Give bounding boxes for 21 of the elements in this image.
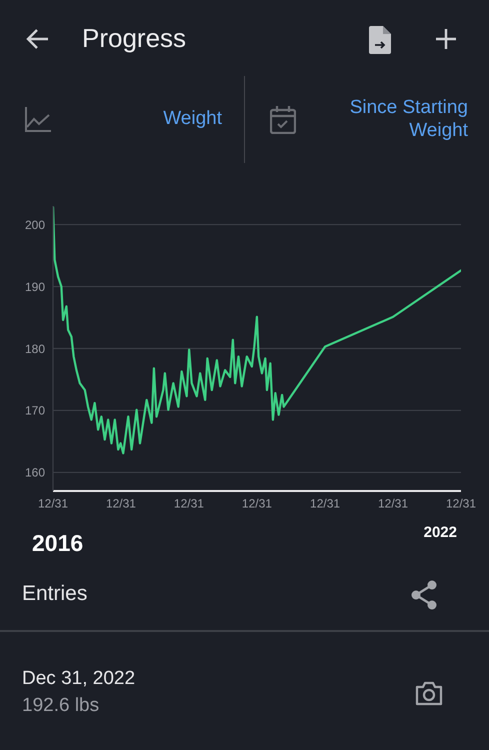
x-tick-label: 12/31 xyxy=(446,496,476,511)
text: 2016 xyxy=(32,530,84,557)
x-tick-label: 12/31 xyxy=(378,496,408,511)
x-tick-label: 12/31 xyxy=(174,496,204,511)
text: Entries xyxy=(22,582,88,606)
y-tick-label: 170 xyxy=(24,404,46,418)
text: Since Starting Weight xyxy=(348,96,468,142)
x-tick-label: 12/31 xyxy=(38,496,68,511)
x-tick-label: 12/31 xyxy=(242,496,272,511)
text: Dec 31, 2022 xyxy=(22,668,136,690)
text: Weight xyxy=(162,108,222,130)
text: 2022 xyxy=(422,524,457,541)
x-tick-label: 12/31 xyxy=(310,496,340,511)
y-tick-label: 180 xyxy=(24,342,46,356)
text: 192.6 lbs xyxy=(22,695,100,717)
y-tick-label: 160 xyxy=(24,466,46,480)
line-series xyxy=(53,206,461,454)
chart-title: Progress xyxy=(82,23,186,54)
y-tick-label: 190 xyxy=(24,280,46,294)
x-tick-label: 12/31 xyxy=(106,496,136,511)
y-tick-label: 200 xyxy=(24,218,46,232)
